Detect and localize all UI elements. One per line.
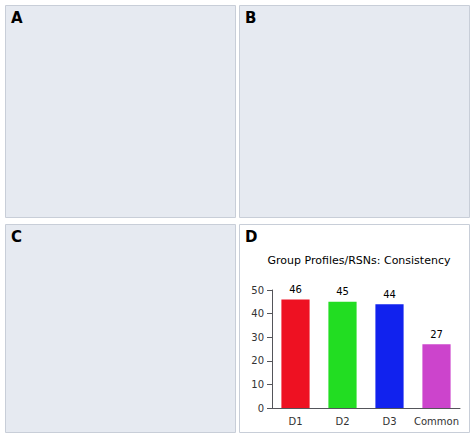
svg-text:44: 44 bbox=[383, 289, 396, 300]
svg-text:45: 45 bbox=[336, 286, 349, 297]
svg-text:0: 0 bbox=[258, 403, 264, 414]
svg-text:50: 50 bbox=[251, 285, 264, 296]
svg-text:D1: D1 bbox=[288, 416, 302, 427]
svg-text:D2: D2 bbox=[335, 416, 349, 427]
svg-text:20: 20 bbox=[251, 355, 264, 366]
svg-text:D: D bbox=[245, 228, 257, 246]
svg-text:10: 10 bbox=[251, 379, 264, 390]
svg-text:B: B bbox=[245, 9, 256, 27]
svg-text:Common: Common bbox=[414, 416, 459, 427]
svg-text:27: 27 bbox=[430, 329, 443, 340]
svg-text:A: A bbox=[11, 9, 23, 27]
svg-text:Group Profiles/RSNs: Consisten: Group Profiles/RSNs: Consistency bbox=[268, 254, 451, 267]
svg-text:40: 40 bbox=[251, 308, 264, 319]
svg-text:46: 46 bbox=[289, 284, 302, 295]
svg-text:D3: D3 bbox=[382, 416, 396, 427]
svg-text:C: C bbox=[11, 228, 22, 246]
svg-text:30: 30 bbox=[251, 332, 264, 343]
